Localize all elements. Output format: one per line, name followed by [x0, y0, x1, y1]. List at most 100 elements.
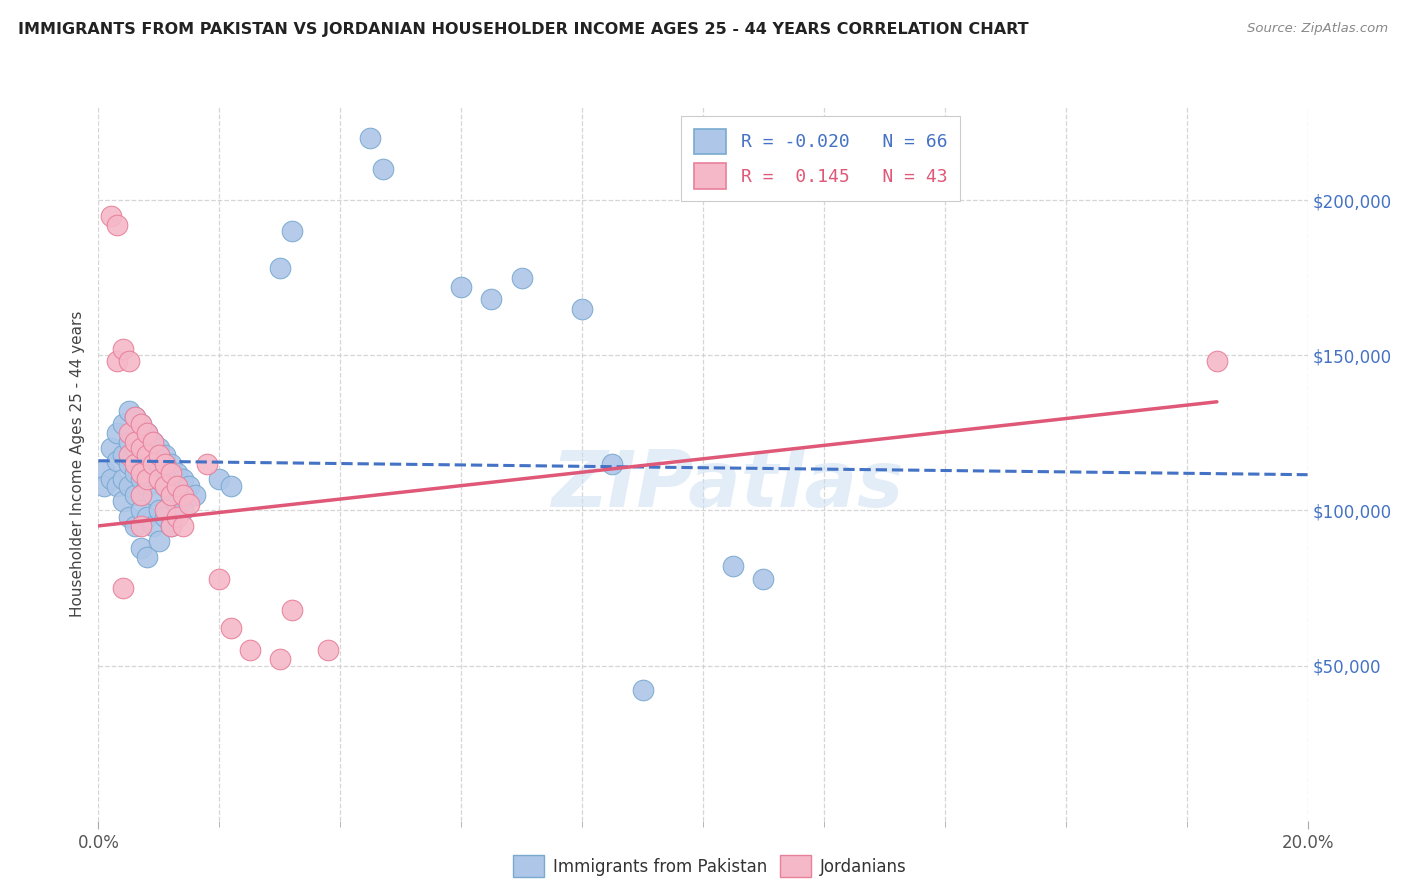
Point	[129, 466, 152, 480]
Point	[135, 448, 157, 462]
Point	[148, 472, 170, 486]
Point	[160, 466, 183, 480]
Point	[142, 457, 165, 471]
Point	[148, 448, 170, 462]
Point	[142, 435, 165, 450]
Point	[129, 541, 152, 555]
Point	[153, 509, 176, 524]
Point	[129, 519, 152, 533]
Point	[118, 425, 141, 440]
Point	[752, 572, 775, 586]
Point	[281, 224, 304, 238]
Point	[118, 354, 141, 368]
Point	[142, 466, 165, 480]
Point	[135, 549, 157, 564]
Point	[100, 472, 122, 486]
Point	[1206, 354, 1229, 368]
Point	[281, 602, 304, 616]
Point	[179, 478, 201, 492]
Point	[124, 519, 146, 533]
Point	[172, 503, 194, 517]
Point	[179, 497, 201, 511]
Point	[135, 425, 157, 440]
Point	[172, 519, 194, 533]
Point	[269, 652, 291, 666]
Point	[571, 301, 593, 316]
Point	[184, 488, 207, 502]
Point	[166, 497, 188, 511]
Point	[360, 131, 382, 145]
Point	[129, 488, 152, 502]
Point	[135, 509, 157, 524]
Point	[160, 488, 183, 502]
Point	[118, 457, 141, 471]
Point	[118, 404, 141, 418]
Point	[111, 342, 134, 356]
Point	[111, 472, 134, 486]
Point	[371, 162, 394, 177]
Point	[723, 559, 745, 574]
Legend: R = -0.020   N = 66, R =  0.145   N = 43: R = -0.020 N = 66, R = 0.145 N = 43	[681, 116, 960, 202]
Text: IMMIGRANTS FROM PAKISTAN VS JORDANIAN HOUSEHOLDER INCOME AGES 25 - 44 YEARS CORR: IMMIGRANTS FROM PAKISTAN VS JORDANIAN HO…	[18, 22, 1029, 37]
Point	[111, 448, 134, 462]
Point	[221, 478, 243, 492]
Point	[135, 472, 157, 486]
Point	[111, 417, 134, 431]
Text: Immigrants from Pakistan: Immigrants from Pakistan	[553, 858, 766, 876]
Point	[160, 488, 183, 502]
Point	[166, 478, 188, 492]
Point	[602, 457, 624, 471]
Point	[124, 410, 146, 425]
Point	[100, 209, 122, 223]
Point	[118, 435, 141, 450]
Point	[195, 457, 218, 471]
Point	[160, 457, 183, 471]
Point	[148, 472, 170, 486]
Point	[142, 519, 165, 533]
Point	[153, 503, 176, 517]
Point	[153, 478, 176, 492]
Point	[481, 293, 503, 307]
Point	[129, 417, 152, 431]
Point	[208, 572, 231, 586]
Point	[172, 488, 194, 502]
Point	[269, 261, 291, 276]
Point	[111, 581, 134, 595]
Point	[118, 448, 141, 462]
Point	[118, 478, 141, 492]
Point	[124, 442, 146, 456]
Point	[124, 466, 146, 480]
Point	[129, 442, 152, 456]
Point	[166, 466, 188, 480]
Y-axis label: Householder Income Ages 25 - 44 years: Householder Income Ages 25 - 44 years	[70, 310, 86, 617]
Point	[160, 519, 183, 533]
Point	[105, 478, 128, 492]
Point	[316, 643, 339, 657]
Point	[124, 457, 146, 471]
Point	[172, 472, 194, 486]
Point	[105, 454, 128, 468]
Point	[105, 354, 128, 368]
Point	[100, 442, 122, 456]
Point	[105, 425, 128, 440]
Point	[135, 425, 157, 440]
Point	[124, 435, 146, 450]
Point	[142, 488, 165, 502]
Point	[153, 457, 176, 471]
Text: Source: ZipAtlas.com: Source: ZipAtlas.com	[1247, 22, 1388, 36]
Point	[129, 448, 152, 462]
Point	[148, 442, 170, 456]
Point	[153, 478, 176, 492]
Point	[93, 478, 115, 492]
Point	[124, 488, 146, 502]
Point	[135, 457, 157, 471]
Point	[450, 280, 472, 294]
Point	[105, 218, 128, 232]
Point	[111, 494, 134, 508]
Point	[148, 503, 170, 517]
Point	[93, 463, 115, 477]
Point	[148, 534, 170, 549]
Point	[239, 643, 262, 657]
Point	[166, 509, 188, 524]
Point	[221, 621, 243, 635]
